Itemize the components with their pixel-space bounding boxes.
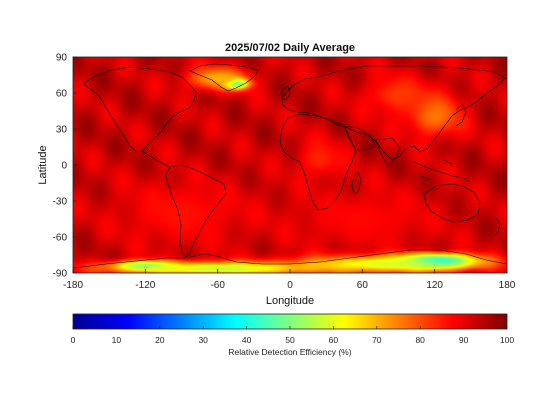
y-tick-label: -60 <box>53 233 68 244</box>
coastline-greenland <box>189 63 259 92</box>
colorbar-ticks: 0 10 20 30 40 50 60 70 80 90 100 <box>71 326 514 345</box>
heatmap-image <box>73 57 507 273</box>
coastline-indonesia <box>413 159 471 183</box>
colorbar-tick-label: 40 <box>242 335 252 345</box>
x-tick-label: -120 <box>135 280 155 291</box>
x-axis-label: Longitude <box>266 295 314 307</box>
coastline-africa <box>279 113 357 211</box>
colorbar-tick-label: 80 <box>415 335 425 345</box>
coastline-new-zealand <box>493 217 501 237</box>
chart-title: 2025/07/02 Daily Average <box>225 42 355 54</box>
colorbar-tick-label: 10 <box>112 335 122 345</box>
coastlines <box>73 63 507 269</box>
colorbar-tick-label: 50 <box>285 335 295 345</box>
colorbar-tick-label: 100 <box>500 335 514 345</box>
coastline-australia <box>423 183 481 223</box>
x-axis: -180 -120 -60 0 60 120 180 <box>63 269 516 291</box>
colorbar-tick-label: 60 <box>329 335 339 345</box>
coastline-north-america <box>83 66 197 153</box>
coastline-japan <box>455 103 467 127</box>
coastline-eurasia <box>281 65 506 161</box>
y-tick-label: 30 <box>56 125 68 136</box>
colorbar-tick-label: 30 <box>198 335 208 345</box>
coastline-antarctica <box>73 249 507 269</box>
colorbar-tick-label: 90 <box>459 335 469 345</box>
y-axis-label: Latitude <box>37 145 49 184</box>
x-tick-label: 0 <box>287 280 293 291</box>
coastline-madagascar <box>351 171 362 195</box>
plot-area <box>72 56 508 274</box>
y-tick-label: -30 <box>53 197 68 208</box>
y-tick-label: 60 <box>56 89 68 100</box>
colorbar-tick-label: 0 <box>71 335 76 345</box>
colorbar-tick-label: 20 <box>155 335 165 345</box>
coastline-central-america <box>141 150 171 168</box>
y-tick-label: 0 <box>61 161 67 172</box>
colorbar-tick-label: 70 <box>372 335 382 345</box>
coastline-uk <box>281 85 291 101</box>
colorbar: 0 10 20 30 40 50 60 70 80 90 100 Relative Detectio… <box>71 313 514 357</box>
x-tick-label: 120 <box>426 280 443 291</box>
coastline-south-america <box>165 164 227 258</box>
x-tick-label: 180 <box>499 280 516 291</box>
y-tick-label: -90 <box>53 269 68 280</box>
y-tick-label: 90 <box>56 53 68 64</box>
x-tick-label: -180 <box>63 280 83 291</box>
y-axis: 90 60 30 0 -30 -60 -90 <box>53 53 77 280</box>
x-tick-label: 60 <box>357 280 369 291</box>
colorbar-label: Relative Detection Efficiency (%) <box>228 347 351 357</box>
x-tick-label: -60 <box>210 280 225 291</box>
coastline-arabia <box>343 125 377 151</box>
coastline-india <box>375 137 401 167</box>
